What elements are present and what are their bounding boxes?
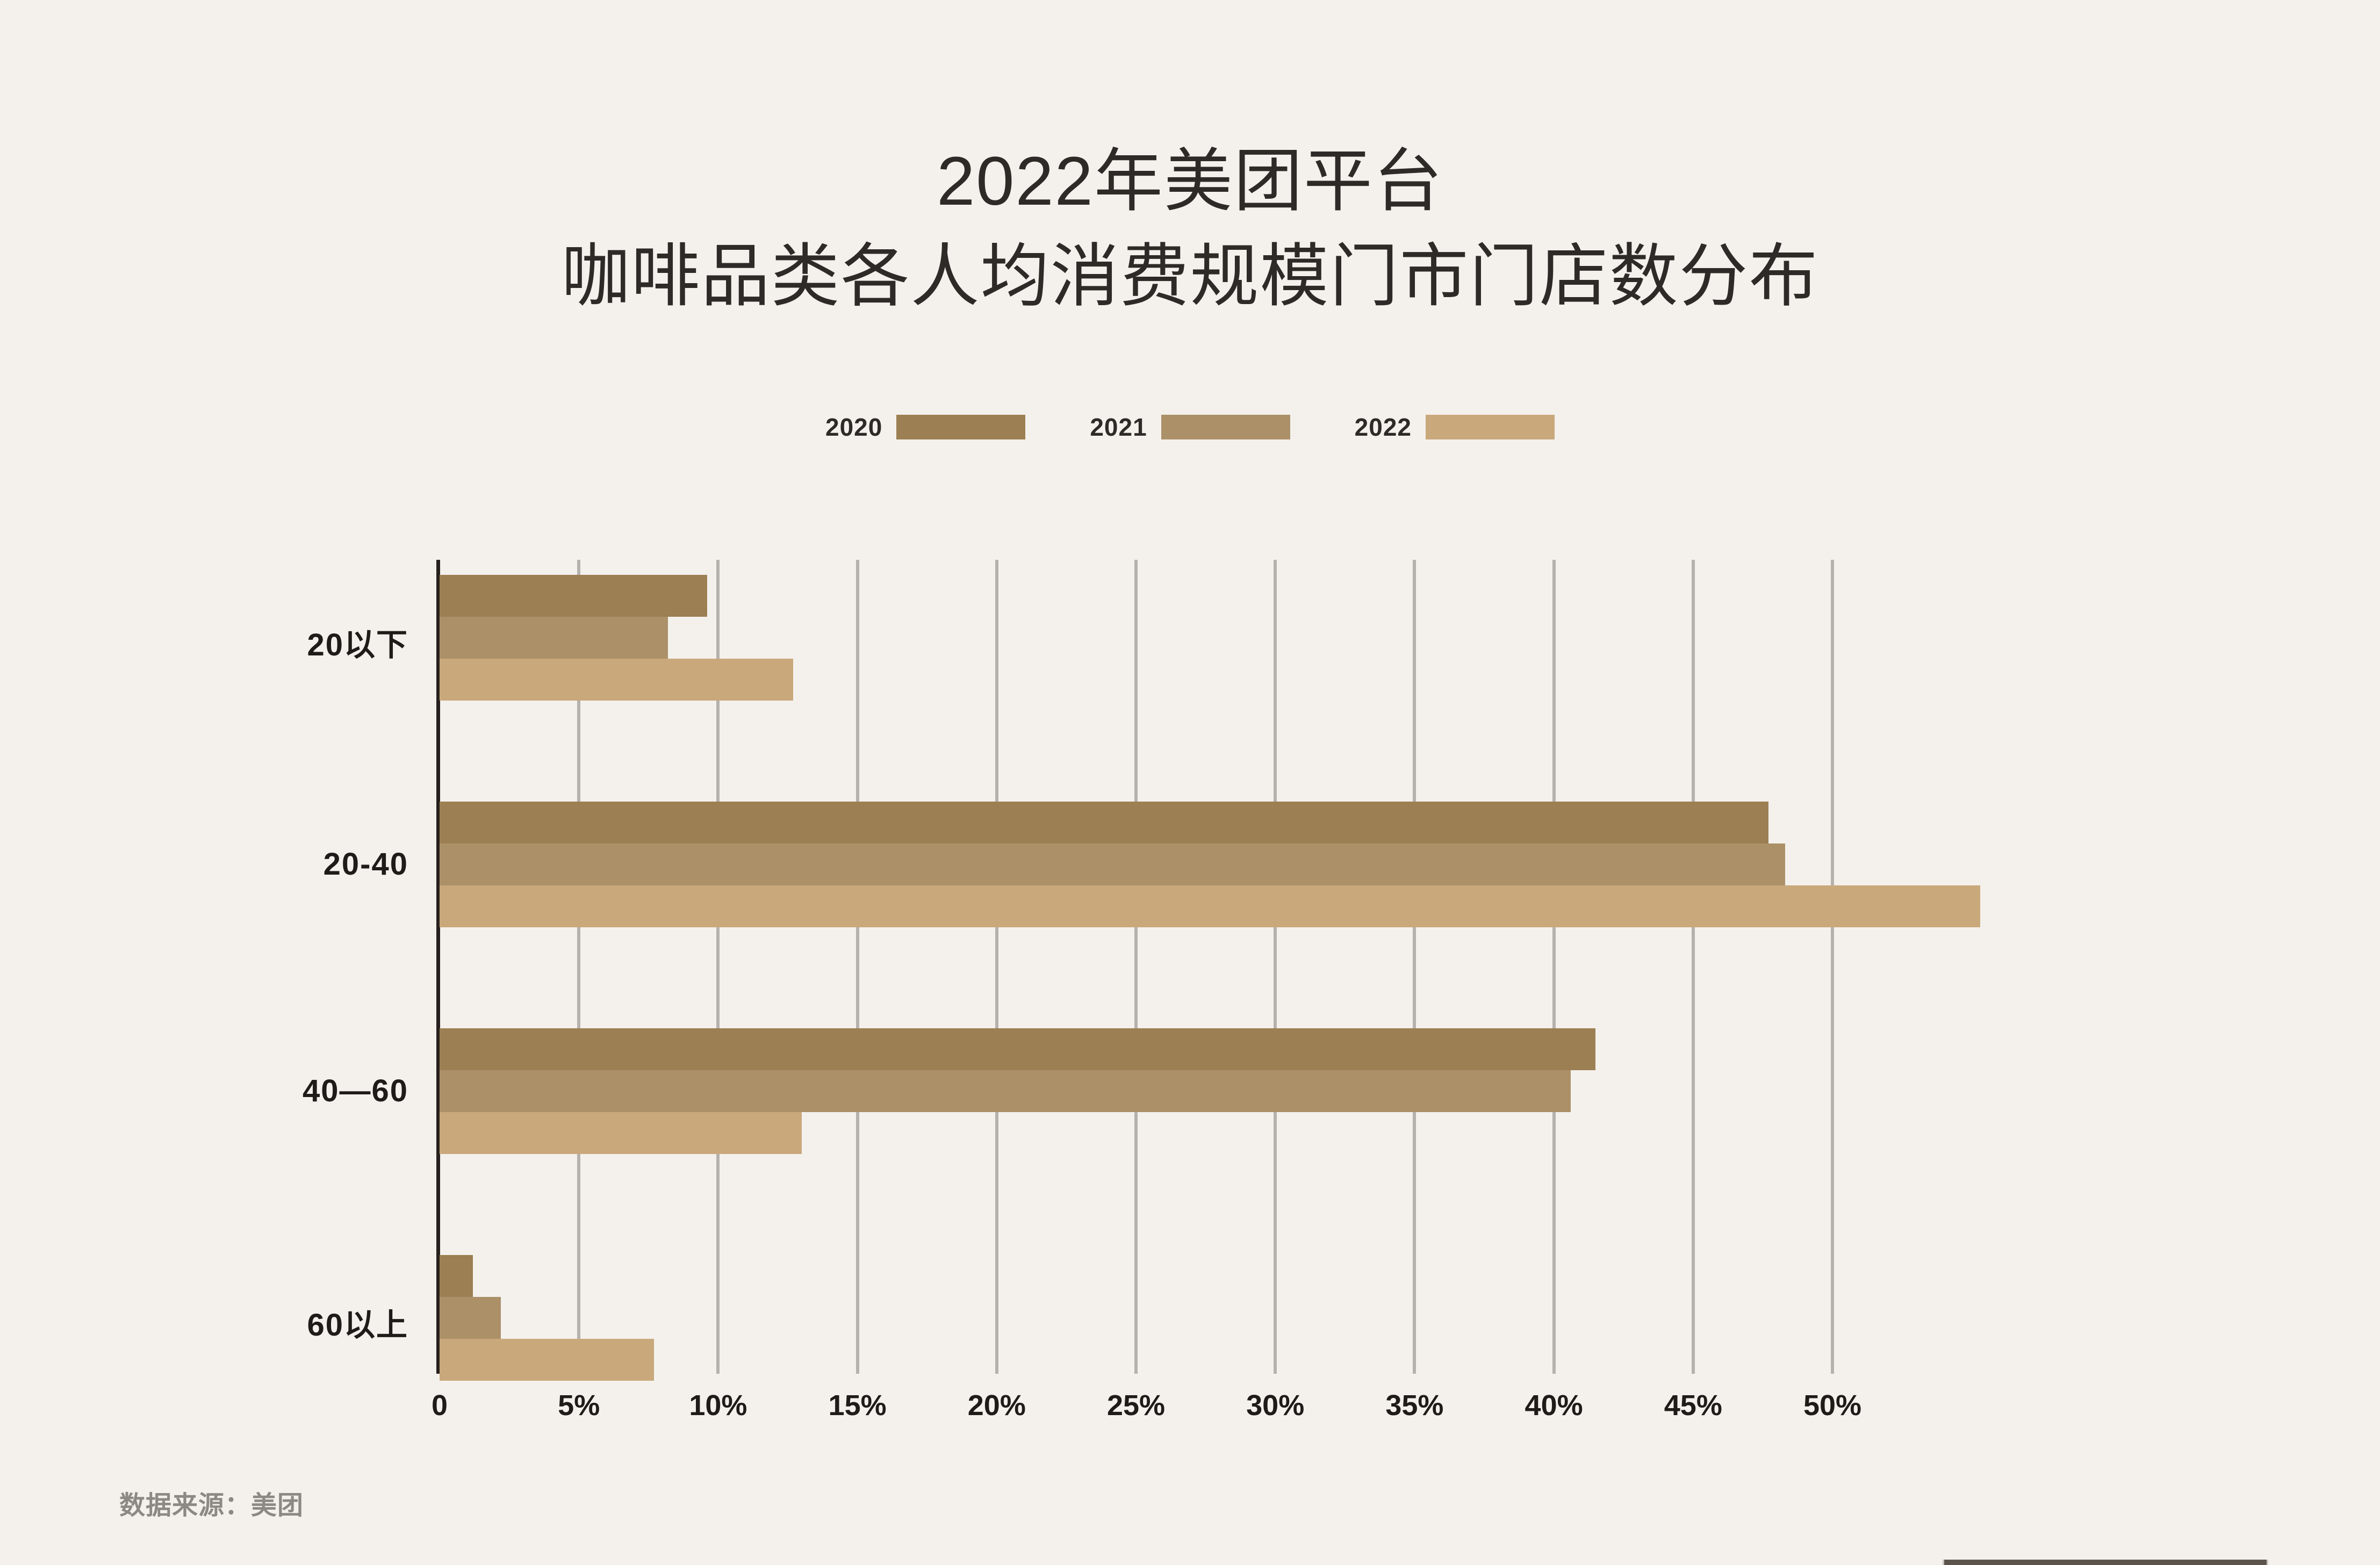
gridline-50 xyxy=(1831,560,1834,1374)
corner-progress-bar xyxy=(1943,1560,2268,1565)
gridline-10 xyxy=(716,560,720,1374)
bar-2021-20以下[interactable] xyxy=(440,617,668,659)
source-note: 数据来源：美团 xyxy=(119,1491,304,1520)
chart-title: 2022年美团平台 咖啡品类各人均消费规模门市门店数分布 xyxy=(0,134,2380,324)
category-label-60以上: 60以上 xyxy=(307,1308,408,1343)
x-tick-label-25: 25% xyxy=(1106,1389,1166,1422)
chart-legend: 2020 2021 2022 xyxy=(0,413,2380,442)
bar-2020-60以上[interactable] xyxy=(440,1255,473,1297)
bar-group-60以上 xyxy=(440,1255,1998,1381)
plot-area xyxy=(436,560,1980,1381)
x-tick-label-20: 20% xyxy=(967,1389,1026,1422)
category-label-40—60: 40—60 xyxy=(302,1073,408,1108)
bar-2020-40—60[interactable] xyxy=(440,1028,1596,1070)
legend-label: 2021 xyxy=(1090,413,1147,441)
x-tick-label-50: 50% xyxy=(1803,1389,1862,1422)
bar-2021-60以上[interactable] xyxy=(440,1297,501,1339)
y-axis-line xyxy=(436,560,440,1374)
gridline-5 xyxy=(577,560,581,1374)
legend-swatch-icon xyxy=(1426,415,1555,439)
x-tick-label-30: 30% xyxy=(1246,1389,1305,1422)
gridline-35 xyxy=(1413,560,1417,1374)
legend-swatch-icon xyxy=(896,415,1026,439)
x-tick-label-45: 45% xyxy=(1664,1389,1722,1422)
x-tick-label-35: 35% xyxy=(1385,1389,1444,1422)
chart-title-line-2: 咖啡品类各人均消费规模门市门店数分布 xyxy=(561,237,1819,315)
x-tick-label-15: 15% xyxy=(828,1389,887,1422)
legend-item-2022[interactable]: 2022 xyxy=(1355,413,1555,442)
bar-2020-20以下[interactable] xyxy=(440,575,707,617)
bar-2022-20以下[interactable] xyxy=(440,659,794,701)
gridline-40 xyxy=(1552,560,1556,1374)
legend-swatch-icon xyxy=(1161,415,1290,439)
bar-2022-60以上[interactable] xyxy=(440,1339,655,1381)
gridline-45 xyxy=(1691,560,1695,1374)
gridline-25 xyxy=(1134,560,1138,1374)
x-tick-label-5: 5% xyxy=(558,1389,600,1422)
chart-title-line-1: 2022年美团平台 xyxy=(937,143,1443,220)
bar-2021-20-40[interactable] xyxy=(440,843,1785,885)
legend-item-2021[interactable]: 2021 xyxy=(1090,413,1290,442)
bar-group-20-40 xyxy=(440,802,1998,927)
legend-label: 2020 xyxy=(825,413,883,441)
x-tick-label-0: 0 xyxy=(431,1389,448,1422)
bar-2022-20-40[interactable] xyxy=(440,885,1980,927)
gridline-15 xyxy=(855,560,859,1374)
category-label-20-40: 20-40 xyxy=(323,847,408,882)
x-tick-label-40: 40% xyxy=(1525,1389,1583,1422)
category-label-20以下: 20以下 xyxy=(307,628,408,662)
x-tick-label-10: 10% xyxy=(689,1389,747,1422)
bar-2020-20-40[interactable] xyxy=(440,802,1768,843)
bar-group-40—60 xyxy=(440,1028,1998,1154)
gridline-20 xyxy=(995,560,998,1374)
legend-label: 2022 xyxy=(1354,413,1412,441)
legend-item-2020[interactable]: 2020 xyxy=(825,413,1026,442)
bar-2021-40—60[interactable] xyxy=(440,1070,1571,1112)
bar-group-20以下 xyxy=(440,575,1998,701)
gridline-30 xyxy=(1274,560,1277,1374)
bar-2022-40—60[interactable] xyxy=(440,1112,802,1154)
